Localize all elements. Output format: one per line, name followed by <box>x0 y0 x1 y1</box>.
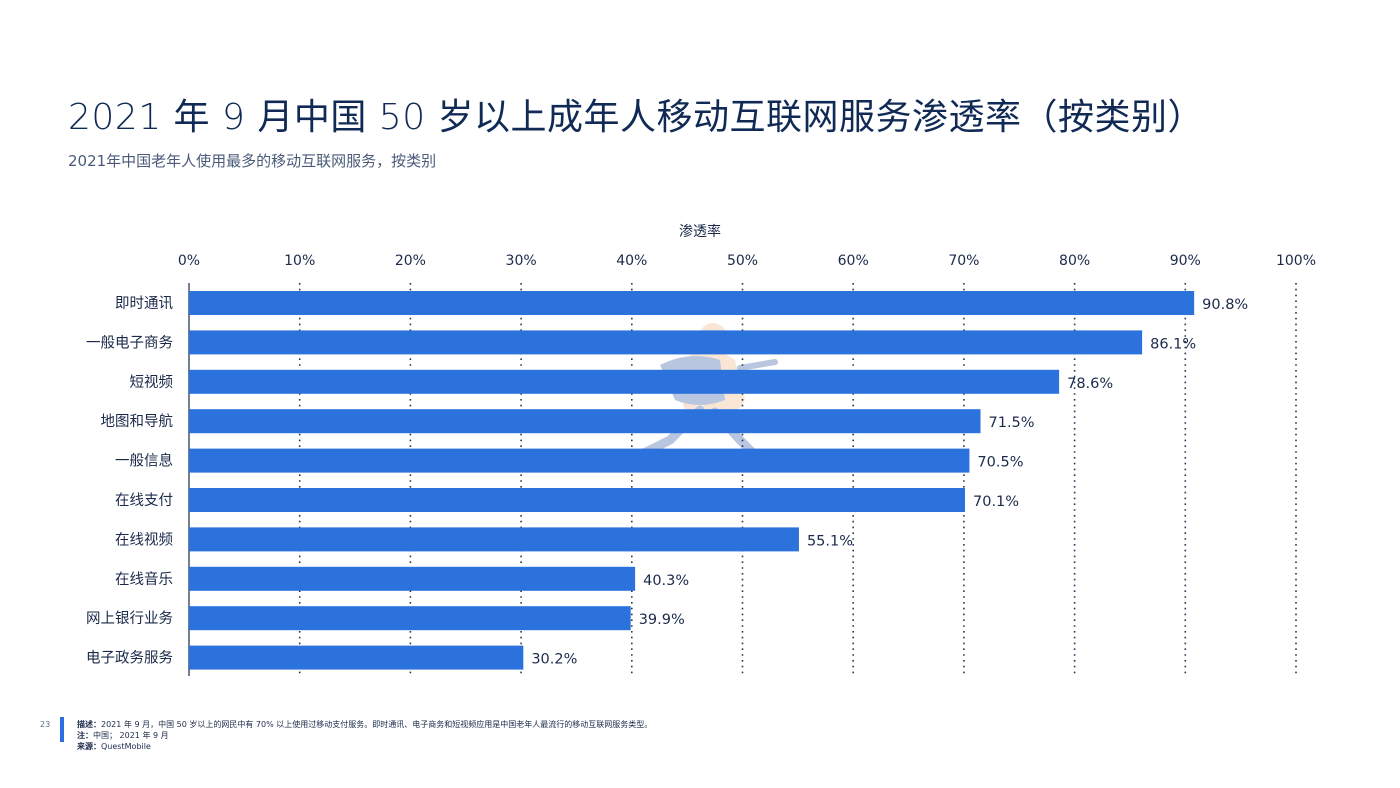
footer-source: 来源：QuestMobile <box>77 741 652 752</box>
source-text: QuestMobile <box>101 742 151 751</box>
description-label: 描述： <box>77 720 101 729</box>
description-text: 2021 年 9 月，中国 50 岁以上的网民中有 70% 以上使用过移动支付服… <box>101 720 653 729</box>
value-label: 78.6% <box>1067 376 1113 392</box>
x-tick-label: 30% <box>506 253 537 269</box>
x-tick-label: 0% <box>178 253 200 269</box>
x-tick-label: 100% <box>1276 253 1316 269</box>
value-label: 90.8% <box>1202 297 1248 313</box>
value-label: 86.1% <box>1150 336 1196 352</box>
bar <box>189 645 524 670</box>
x-tick-label: 80% <box>1059 253 1090 269</box>
bar-chart: 0% 10% 20% 30% 40% 50% 60% 70% 80% 90% 100% 即时通讯 90.… <box>86 223 1316 676</box>
bar <box>189 606 631 631</box>
category-label: 一般电子商务 <box>86 334 173 351</box>
x-tick-label: 20% <box>395 253 426 269</box>
value-label: 40.3% <box>643 573 689 589</box>
category-label: 网上银行业务 <box>86 610 173 627</box>
x-axis-title: 渗透率 <box>679 223 721 240</box>
category-label: 在线支付 <box>115 492 173 509</box>
bar <box>189 409 981 434</box>
x-tick-label: 10% <box>284 253 315 269</box>
x-tick-label: 60% <box>838 253 869 269</box>
value-label: 39.9% <box>639 612 685 628</box>
x-tick-label: 90% <box>1170 253 1201 269</box>
x-tick-label: 40% <box>616 253 647 269</box>
footer-note: 注：中国； 2021 年 9 月 <box>77 730 652 741</box>
value-label: 70.5% <box>977 455 1023 471</box>
bar <box>189 448 970 473</box>
x-tick-label: 70% <box>948 253 979 269</box>
value-label: 30.2% <box>531 652 577 668</box>
category-label: 在线视频 <box>115 531 173 548</box>
footer-description: 描述：2021 年 9 月，中国 50 岁以上的网民中有 70% 以上使用过移动… <box>77 719 652 730</box>
bar <box>189 527 799 552</box>
footer-notes: 描述：2021 年 9 月，中国 50 岁以上的网民中有 70% 以上使用过移动… <box>77 719 652 752</box>
page-title: 2021 年 9 月中国 50 岁以上成年人移动互联网服务渗透率（按类别） <box>68 97 1205 138</box>
source-label: 来源： <box>77 742 101 751</box>
bar <box>189 369 1060 394</box>
category-label: 地图和导航 <box>101 413 174 430</box>
x-tick-label: 50% <box>727 253 758 269</box>
footer-accent-bar <box>60 717 64 742</box>
category-label: 即时通讯 <box>115 295 173 312</box>
category-label: 一般信息 <box>115 453 173 470</box>
note-label: 注： <box>77 731 93 740</box>
page-number: 23 <box>40 720 51 729</box>
value-label: 55.1% <box>807 533 853 549</box>
value-label: 71.5% <box>989 415 1035 431</box>
page-subtitle: 2021年中国老年人使用最多的移动互联网服务，按类别 <box>68 152 437 170</box>
note-text: 中国； 2021 年 9 月 <box>93 731 169 740</box>
category-label: 在线音乐 <box>115 571 173 588</box>
category-label: 短视频 <box>130 374 174 391</box>
bar <box>189 566 636 591</box>
bar <box>189 488 966 512</box>
bar <box>189 330 1143 355</box>
value-label: 70.1% <box>973 494 1019 510</box>
bar <box>189 291 1195 315</box>
category-label: 电子政务服务 <box>86 650 173 667</box>
